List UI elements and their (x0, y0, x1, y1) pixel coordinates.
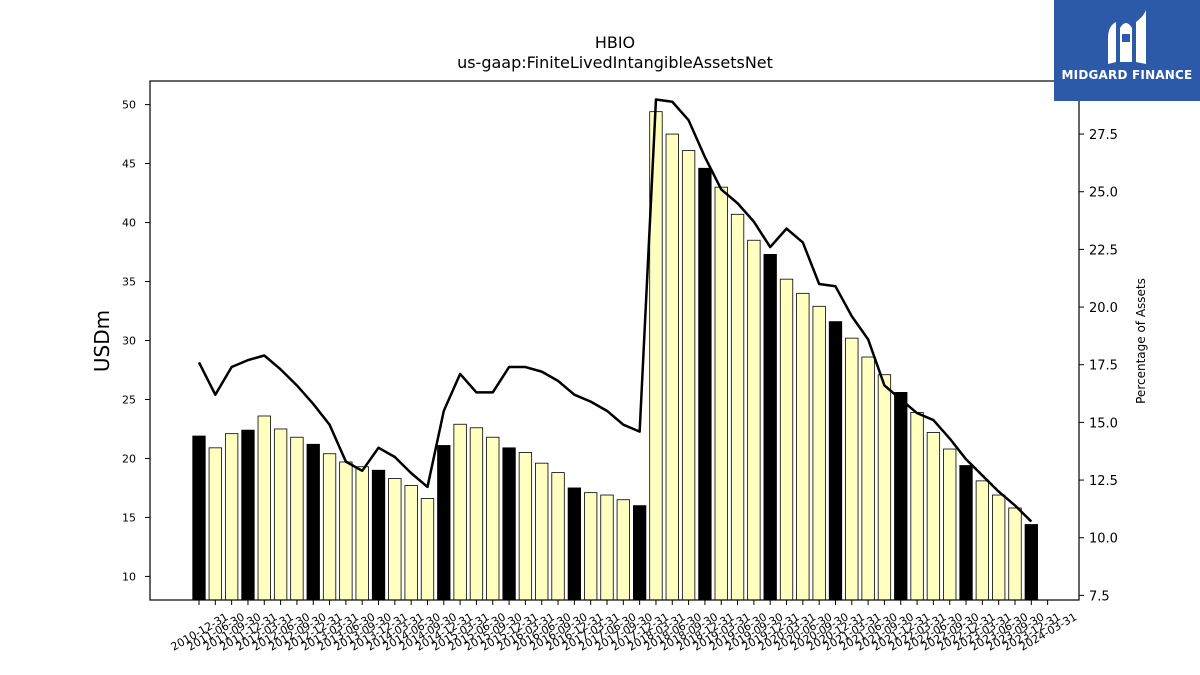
bar (616, 499, 630, 601)
bar (241, 429, 255, 601)
y-tick-label: 25 (122, 393, 136, 406)
bar (910, 412, 924, 601)
bar (322, 453, 337, 601)
y-tick-label: 50 (122, 99, 136, 112)
bar (796, 292, 810, 601)
bar (535, 462, 549, 601)
bar (779, 278, 794, 601)
logo-text: MIDGARD FINANCE (1061, 68, 1193, 82)
bar (420, 498, 435, 601)
bar (192, 435, 206, 601)
bar (453, 423, 467, 601)
bar (812, 305, 826, 601)
chart-subtitle: us-gaap:FiniteLivedIntangibleAssetsNet (457, 53, 773, 72)
y2-tick-label: 10.0 (1089, 532, 1118, 547)
bar (665, 133, 679, 601)
y-tick-label: 45 (122, 158, 136, 171)
bar (1024, 524, 1038, 601)
bar (828, 321, 843, 601)
y-tick-label: 10 (122, 570, 136, 583)
y2-tick-label: 20.0 (1089, 301, 1118, 316)
bar (861, 356, 875, 601)
bar (747, 239, 761, 601)
bar (926, 432, 941, 601)
bar (437, 445, 451, 601)
bar (486, 436, 500, 601)
bar (632, 505, 647, 601)
y-axis-left: 10 15 20 25 30 35 40 45 50 (122, 99, 150, 583)
bar (845, 337, 859, 601)
bar (894, 391, 908, 601)
bar (290, 436, 304, 601)
bar (959, 465, 973, 601)
bar (992, 494, 1006, 601)
bar (567, 487, 582, 601)
bar (224, 433, 239, 601)
bar (208, 447, 222, 601)
bar (975, 480, 990, 601)
bar (877, 374, 892, 601)
y-tick-label: 40 (122, 217, 136, 230)
y-tick-label: 30 (122, 335, 136, 348)
bar (681, 150, 696, 601)
y-tick-label: 15 (122, 511, 136, 524)
bar (1008, 507, 1022, 601)
y-axis-label: USDm (90, 310, 114, 372)
bar (600, 494, 614, 601)
bar (306, 443, 320, 601)
bar (469, 427, 484, 601)
bar (518, 452, 533, 601)
bar (355, 466, 369, 601)
line-series (197, 98, 1033, 523)
bar (551, 472, 565, 601)
midgard-logo-icon (1108, 10, 1146, 64)
y2-tick-label: 17.5 (1089, 359, 1118, 374)
y-tick-label: 20 (122, 452, 136, 465)
bar (404, 485, 418, 601)
bar (339, 461, 353, 601)
bar (502, 447, 516, 601)
midgard-logo: MIDGARD FINANCE (1054, 0, 1200, 101)
y2-tick-label: 25.0 (1089, 186, 1118, 201)
bar (714, 186, 728, 601)
bar (257, 415, 271, 601)
pct-assets-line (197, 98, 1033, 523)
chart-title: HBIO (595, 33, 635, 52)
bar (763, 253, 777, 601)
y2-axis-label: Percentage of Assets (1134, 278, 1148, 404)
x-axis: 2010-12-312011-06-302011-09-302011-12-31… (169, 600, 1079, 654)
bar (584, 492, 598, 601)
y2-tick-label: 12.5 (1089, 474, 1118, 489)
bar-series (192, 111, 1038, 601)
y2-tick-label: 27.5 (1089, 128, 1118, 143)
bar (943, 448, 957, 601)
bar (371, 469, 386, 601)
y-axis-right: 7.5 10.0 12.5 15.0 17.5 20.0 22.5 25.0 27.5 (1079, 128, 1118, 604)
y2-tick-label: 15.0 (1089, 416, 1118, 431)
bar (273, 428, 288, 601)
y-tick-label: 35 (122, 276, 136, 289)
y2-tick-label: 7.5 (1089, 589, 1110, 604)
bar (388, 478, 402, 601)
bar (730, 213, 745, 601)
y2-tick-label: 22.5 (1089, 243, 1118, 258)
bar (698, 167, 712, 601)
